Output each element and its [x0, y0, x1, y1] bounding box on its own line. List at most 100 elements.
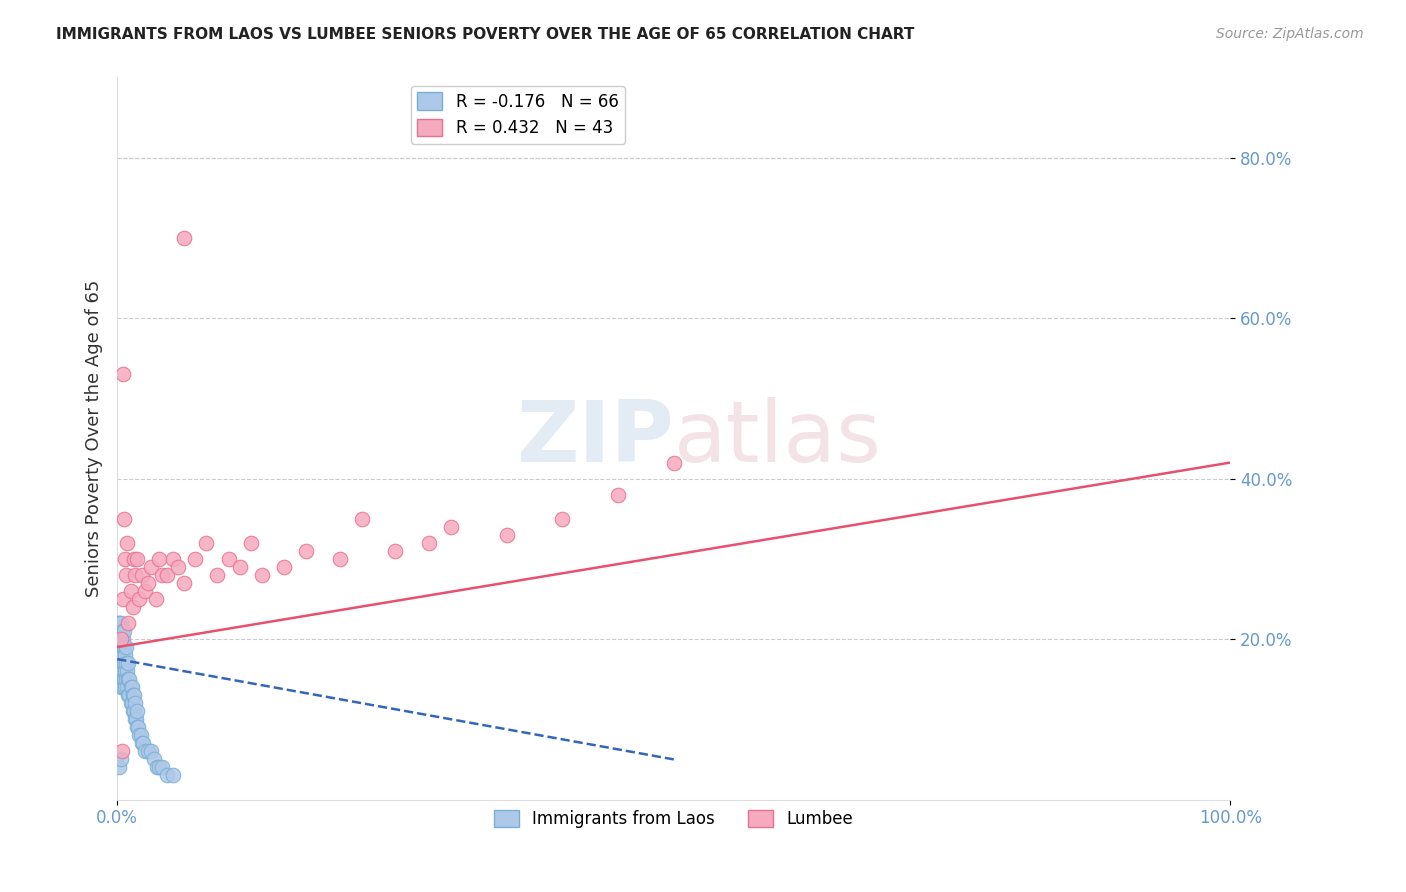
Point [150, 760, 173, 774]
Point [384, 543, 406, 558]
Point [112, 656, 135, 670]
Point [115, 656, 138, 670]
Point [114, 664, 136, 678]
Point [112, 640, 135, 654]
Point [156, 567, 179, 582]
Point [184, 551, 207, 566]
Point [111, 744, 134, 758]
Point [124, 696, 146, 710]
Point [173, 231, 195, 245]
Point [122, 551, 145, 566]
Text: Source: ZipAtlas.com: Source: ZipAtlas.com [1216, 27, 1364, 41]
Point [167, 559, 190, 574]
Point [162, 551, 184, 566]
Point [127, 704, 149, 718]
Point [108, 648, 131, 662]
Point [108, 632, 131, 646]
Point [148, 760, 170, 774]
Point [112, 672, 135, 686]
Point [115, 640, 138, 654]
Point [122, 688, 145, 702]
Point [108, 760, 131, 774]
Point [111, 680, 134, 694]
Y-axis label: Seniors Poverty Over the Age of 65: Seniors Poverty Over the Age of 65 [86, 280, 103, 597]
Text: IMMIGRANTS FROM LAOS VS LUMBEE SENIORS POVERTY OVER THE AGE OF 65 CORRELATION CH: IMMIGRANTS FROM LAOS VS LUMBEE SENIORS P… [56, 27, 915, 42]
Point [120, 696, 142, 710]
Point [111, 624, 134, 638]
Point [124, 567, 146, 582]
Point [110, 752, 132, 766]
Point [112, 512, 135, 526]
Point [121, 696, 143, 710]
Point [107, 648, 129, 662]
Point [124, 712, 146, 726]
Point [111, 648, 134, 662]
Point [228, 559, 250, 574]
Point [115, 536, 138, 550]
Point [120, 583, 142, 598]
Point [111, 640, 134, 654]
Point [131, 736, 153, 750]
Point [120, 680, 142, 694]
Point [139, 744, 162, 758]
Point [115, 567, 138, 582]
Point [195, 536, 218, 550]
Point [134, 744, 156, 758]
Point [117, 615, 139, 630]
Point [111, 632, 134, 646]
Point [108, 664, 131, 678]
Point [110, 680, 132, 694]
Point [107, 632, 129, 646]
Point [128, 728, 150, 742]
Point [146, 760, 169, 774]
Point [138, 575, 160, 590]
Point [162, 768, 184, 782]
Point [127, 551, 149, 566]
Point [131, 567, 153, 582]
Point [111, 368, 134, 382]
Point [108, 615, 131, 630]
Point [111, 656, 134, 670]
Text: atlas: atlas [673, 397, 882, 480]
Point [114, 551, 136, 566]
Point [495, 528, 517, 542]
Text: ZIP: ZIP [516, 397, 673, 480]
Point [115, 680, 138, 694]
Point [139, 559, 162, 574]
Point [150, 567, 173, 582]
Point [134, 583, 156, 598]
Point [121, 680, 143, 694]
Point [145, 591, 167, 606]
Point [662, 456, 685, 470]
Point [207, 567, 229, 582]
Point [110, 632, 132, 646]
Point [110, 632, 132, 646]
Point [110, 664, 132, 678]
Point [117, 656, 139, 670]
Point [250, 567, 273, 582]
Point [607, 488, 630, 502]
Point [125, 712, 148, 726]
Point [218, 551, 240, 566]
Point [115, 672, 138, 686]
Point [127, 720, 149, 734]
Point [118, 672, 141, 686]
Point [127, 720, 149, 734]
Point [117, 672, 139, 686]
Point [112, 624, 135, 638]
Point [418, 536, 440, 550]
Point [173, 575, 195, 590]
Point [148, 551, 170, 566]
Point [111, 664, 134, 678]
Point [138, 744, 160, 758]
Point [117, 688, 139, 702]
Point [132, 736, 155, 750]
Point [142, 752, 165, 766]
Point [156, 768, 179, 782]
Point [107, 615, 129, 630]
Point [352, 512, 374, 526]
Point [111, 672, 134, 686]
Point [114, 648, 136, 662]
Point [295, 543, 318, 558]
Point [111, 591, 134, 606]
